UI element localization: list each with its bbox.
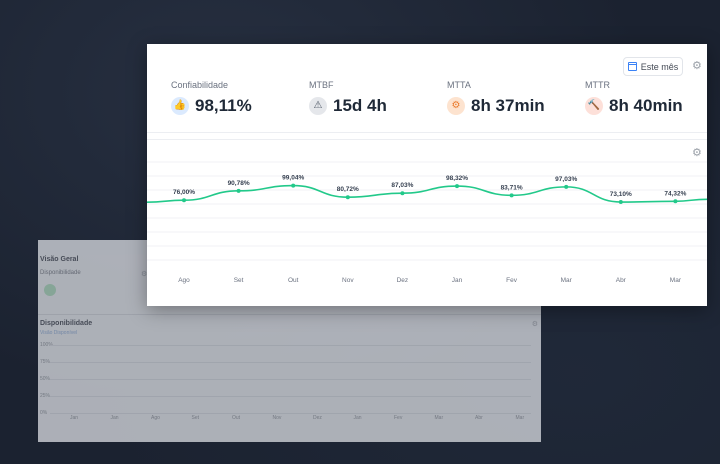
- bg-x-tick: Mar: [515, 415, 525, 421]
- bg-divider: [38, 314, 541, 315]
- data-point[interactable]: [564, 184, 569, 189]
- data-label: 73,10%: [610, 191, 632, 198]
- data-label: 87,03%: [391, 182, 413, 189]
- bg-status-icon: [44, 284, 56, 296]
- line-chart: 76,00% Ago 90,78% Set 99,04% Out 80,72% Nov 87,0…: [147, 44, 707, 306]
- divider: [147, 139, 707, 140]
- data-point[interactable]: [673, 199, 678, 204]
- data-label: 83,71%: [501, 184, 523, 191]
- metrics-card: Este mês ⚙ Confiabilidade 👍 98,11% MTBF …: [147, 44, 707, 306]
- metric-value: 15d 4h: [333, 96, 387, 115]
- calendar-icon: [627, 62, 637, 71]
- bg-y-tick: 100%: [40, 342, 53, 348]
- bg-x-tick: Fev: [394, 415, 403, 421]
- metric-confiabilidade: Confiabilidade 👍 98,11%: [171, 80, 252, 116]
- bg-x-tick: Jan: [353, 415, 362, 421]
- bg-gear-icon: ⚙: [141, 271, 148, 278]
- metric-label: MTTR: [585, 80, 610, 90]
- metric-value: 8h 40min: [609, 96, 683, 115]
- metric-mttr: MTTR 🔨 8h 40min: [585, 80, 683, 116]
- data-label: 76,00%: [173, 189, 195, 196]
- metric-value: 98,11%: [195, 96, 252, 115]
- x-tick-label: Jan: [452, 277, 463, 284]
- metric-mtbf: MTBF ⚠ 15d 4h: [309, 80, 387, 116]
- x-tick-label: Mar: [561, 277, 573, 284]
- divider: [147, 132, 707, 133]
- bg-section-gear-icon: ⚙: [531, 321, 538, 328]
- bg-y-tick: 75%: [40, 359, 51, 365]
- bg-section-title: Disponibilidade: [40, 320, 93, 327]
- data-label: 98,32%: [446, 175, 468, 182]
- bg-x-tick: Nov: [272, 415, 282, 421]
- bg-x-tick: Jan: [110, 415, 119, 421]
- bg-gridline: [50, 362, 531, 363]
- x-tick-label: Abr: [616, 277, 627, 284]
- bg-gridline: [50, 345, 531, 346]
- metric-mtta: MTTA ⚙ 8h 37min: [447, 80, 545, 116]
- hammer-icon: 🔨: [585, 97, 603, 115]
- data-point[interactable]: [236, 188, 241, 193]
- data-label: 80,72%: [337, 186, 359, 193]
- data-label: 99,04%: [282, 175, 304, 182]
- data-point[interactable]: [182, 198, 186, 203]
- chart-settings-gear-icon[interactable]: ⚙: [692, 147, 702, 159]
- bg-gridline: [50, 413, 531, 414]
- data-point[interactable]: [400, 191, 405, 196]
- x-tick-label: Mar: [670, 277, 682, 284]
- data-point[interactable]: [291, 183, 296, 188]
- bg-panel-title: Visão Geral: [40, 256, 79, 263]
- data-point[interactable]: [345, 195, 350, 200]
- metric-label: MTTA: [447, 80, 471, 90]
- bg-panel-subtitle: Disponibilidade: [40, 270, 81, 276]
- metric-value: 8h 37min: [471, 96, 545, 115]
- thumbs-up-icon: 👍: [171, 97, 189, 115]
- bg-x-tick: Ago: [151, 415, 160, 421]
- bg-x-tick: Out: [232, 415, 241, 421]
- series-line: [147, 184, 707, 203]
- bg-y-tick: 25%: [40, 393, 51, 399]
- x-tick-label: Nov: [342, 277, 354, 284]
- data-point[interactable]: [509, 193, 514, 198]
- data-label: 74,32%: [664, 190, 686, 197]
- x-tick-label: Set: [234, 277, 244, 284]
- metric-label: Confiabilidade: [171, 80, 229, 90]
- x-tick-label: Ago: [178, 277, 190, 284]
- gear-alert-icon: ⚙: [447, 97, 465, 115]
- settings-gear-icon[interactable]: ⚙: [692, 60, 702, 72]
- period-button-label: Este mês: [640, 61, 679, 72]
- period-button[interactable]: Este mês: [623, 57, 683, 76]
- data-point[interactable]: [455, 184, 459, 189]
- bg-y-tick: 0%: [40, 410, 48, 416]
- bg-section-link: Visão Disponível: [40, 330, 78, 336]
- data-label: 90,78%: [228, 180, 250, 187]
- bg-y-tick: 50%: [40, 376, 51, 382]
- metric-label: MTBF: [309, 80, 334, 90]
- data-point[interactable]: [618, 200, 623, 205]
- x-tick-label: Fev: [506, 277, 518, 284]
- bg-x-tick: Set: [191, 415, 200, 421]
- bg-x-tick: Dez: [313, 415, 322, 421]
- x-tick-label: Dez: [397, 277, 409, 284]
- data-label: 97,03%: [555, 176, 577, 183]
- warning-triangle-icon: ⚠: [309, 97, 327, 115]
- bg-x-tick: Jan: [70, 415, 79, 421]
- bg-x-tick: Abr: [475, 415, 483, 421]
- bg-x-tick: Mar: [434, 415, 444, 421]
- x-tick-label: Out: [288, 277, 299, 284]
- bg-gridline: [50, 379, 531, 380]
- bg-gridline: [50, 396, 531, 397]
